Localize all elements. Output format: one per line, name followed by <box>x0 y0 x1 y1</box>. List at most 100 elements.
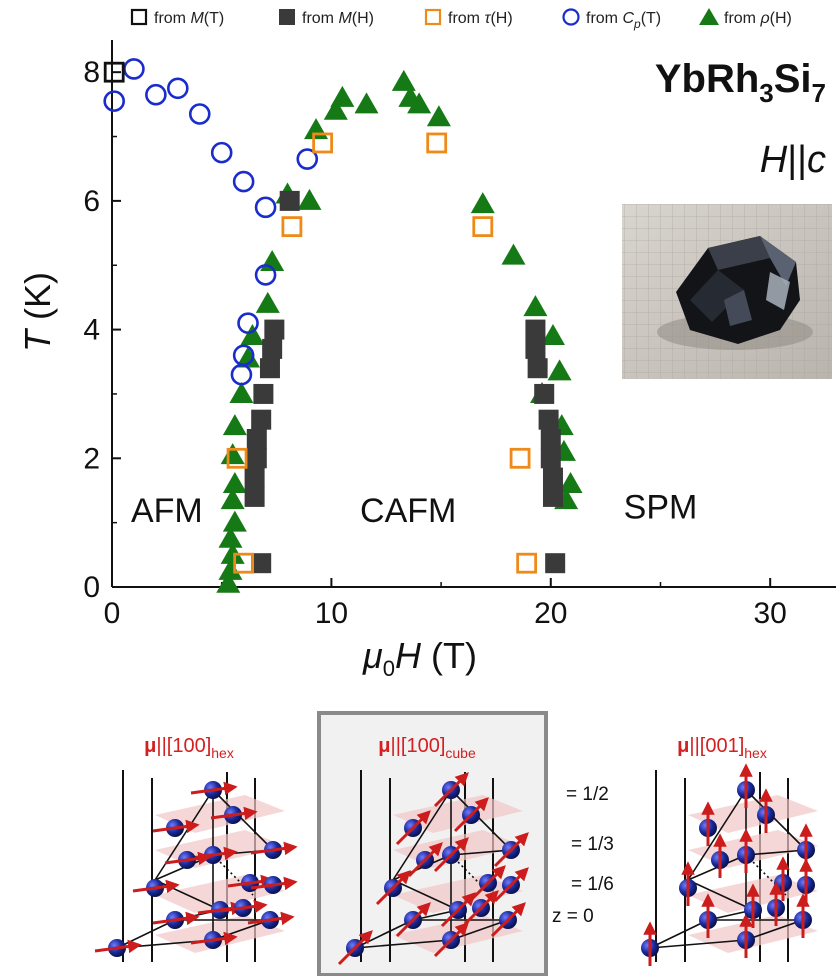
spin-site <box>699 801 717 846</box>
data-point <box>547 359 572 381</box>
data-point <box>354 92 379 114</box>
series-4 <box>216 69 583 593</box>
structure-title: μ||[100]cube <box>378 735 476 761</box>
spin-arrow <box>470 865 506 901</box>
data-point <box>220 443 245 465</box>
legend-label: from Cp(T) <box>586 10 661 31</box>
data-point <box>297 188 322 210</box>
layer-label: = 1/3 <box>571 834 614 855</box>
data-point <box>240 324 265 346</box>
cell-edge <box>392 789 452 881</box>
spin-site <box>470 865 506 901</box>
data-point <box>509 447 531 469</box>
data-point <box>296 148 319 170</box>
spin-arrow <box>453 797 489 833</box>
spin-site <box>493 867 529 903</box>
data-point <box>103 61 125 83</box>
phase-label: AFM <box>131 492 203 530</box>
cell-edge <box>450 849 512 856</box>
cell-edge <box>745 919 804 941</box>
spin-site <box>440 892 476 928</box>
layer-label: = 1/2 <box>566 784 609 805</box>
cell-edge <box>212 919 271 941</box>
data-point <box>281 216 303 238</box>
data-point <box>226 447 248 469</box>
data-point <box>244 486 265 507</box>
data-point <box>218 526 243 548</box>
structure-title: μ||[001]hex <box>677 735 767 761</box>
spin-site <box>490 902 526 938</box>
data-point <box>542 467 563 488</box>
spin-site <box>794 893 812 938</box>
x-tick-label: 0 <box>104 597 121 630</box>
y-tick-label: 4 <box>83 314 100 347</box>
data-point <box>407 92 432 114</box>
data-point <box>188 103 211 125</box>
legend-entry: from τ(H) <box>424 8 513 27</box>
phase-label: CAFM <box>360 492 456 530</box>
spin-arrow <box>433 922 469 958</box>
data-point <box>470 192 495 214</box>
data-point <box>542 486 563 507</box>
spin-arrow <box>94 939 142 954</box>
data-point <box>534 383 555 404</box>
chart-legend: from M(T) from M(H) from τ(H) from Cp(T) fro… <box>130 8 792 31</box>
legend-entry: from ρ(H) <box>699 8 792 27</box>
spin-arrow <box>375 870 411 906</box>
spin-arrow <box>132 879 180 894</box>
legend-label: from τ(H) <box>448 10 513 27</box>
cell-edge <box>745 789 807 851</box>
data-point <box>516 552 538 574</box>
phase-labels: AFM CAFM SPM <box>131 489 697 530</box>
data-point <box>538 409 559 430</box>
data-point <box>264 319 285 340</box>
data-point <box>312 132 334 154</box>
data-point <box>558 472 583 494</box>
data-point <box>230 363 253 386</box>
legend-label: from M(H) <box>302 10 374 27</box>
spin-arrow <box>433 837 469 873</box>
data-point <box>222 472 247 494</box>
layer-label: = 1/6 <box>571 874 614 895</box>
data-point <box>262 338 283 359</box>
structure-panel-2: μ||[001]hex <box>641 735 818 966</box>
data-point <box>501 243 526 265</box>
spin-arrow <box>490 902 526 938</box>
layer-plane <box>688 795 818 833</box>
spin-site <box>493 832 529 868</box>
cell-edge <box>354 939 452 949</box>
data-point <box>218 558 243 580</box>
y-tick-label: 6 <box>83 185 100 218</box>
series-2 <box>226 132 538 574</box>
cell-edge <box>687 879 754 911</box>
cell-edge <box>154 789 214 881</box>
spin-arrow <box>433 772 469 808</box>
structure-title: μ||[100]hex <box>144 735 234 761</box>
y-tick-label: 8 <box>83 56 100 89</box>
data-point <box>540 324 565 346</box>
data-point <box>525 319 546 340</box>
spin-site <box>94 939 142 957</box>
spin-arrow <box>190 931 238 946</box>
series-0 <box>103 61 125 83</box>
data-point <box>244 467 265 488</box>
spin-site <box>337 930 373 966</box>
spin-site <box>210 806 258 824</box>
spin-site <box>679 861 697 906</box>
x-axis-label: μ0H (T) <box>362 635 477 681</box>
spin-site <box>220 899 268 917</box>
spin-site <box>463 890 499 926</box>
cell-edge <box>212 789 274 851</box>
data-point <box>246 448 267 469</box>
legend-entry: from Cp(T) <box>562 8 661 31</box>
crystal-photo <box>622 204 832 379</box>
layer-plane <box>155 915 285 953</box>
legend-label: from ρ(H) <box>724 10 792 27</box>
spin-site <box>433 922 469 958</box>
data-point <box>233 552 255 574</box>
spin-site <box>744 883 762 928</box>
data-point <box>246 428 267 449</box>
legend-marker <box>130 8 148 26</box>
data-point <box>391 69 416 91</box>
